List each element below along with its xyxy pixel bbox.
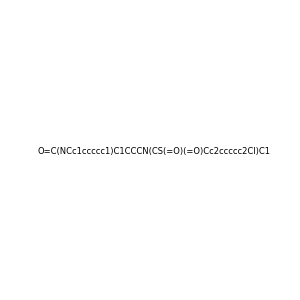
Text: O=C(NCc1ccccc1)C1CCCN(CS(=O)(=O)Cc2ccccc2Cl)C1: O=C(NCc1ccccc1)C1CCCN(CS(=O)(=O)Cc2ccccc…	[37, 147, 270, 156]
